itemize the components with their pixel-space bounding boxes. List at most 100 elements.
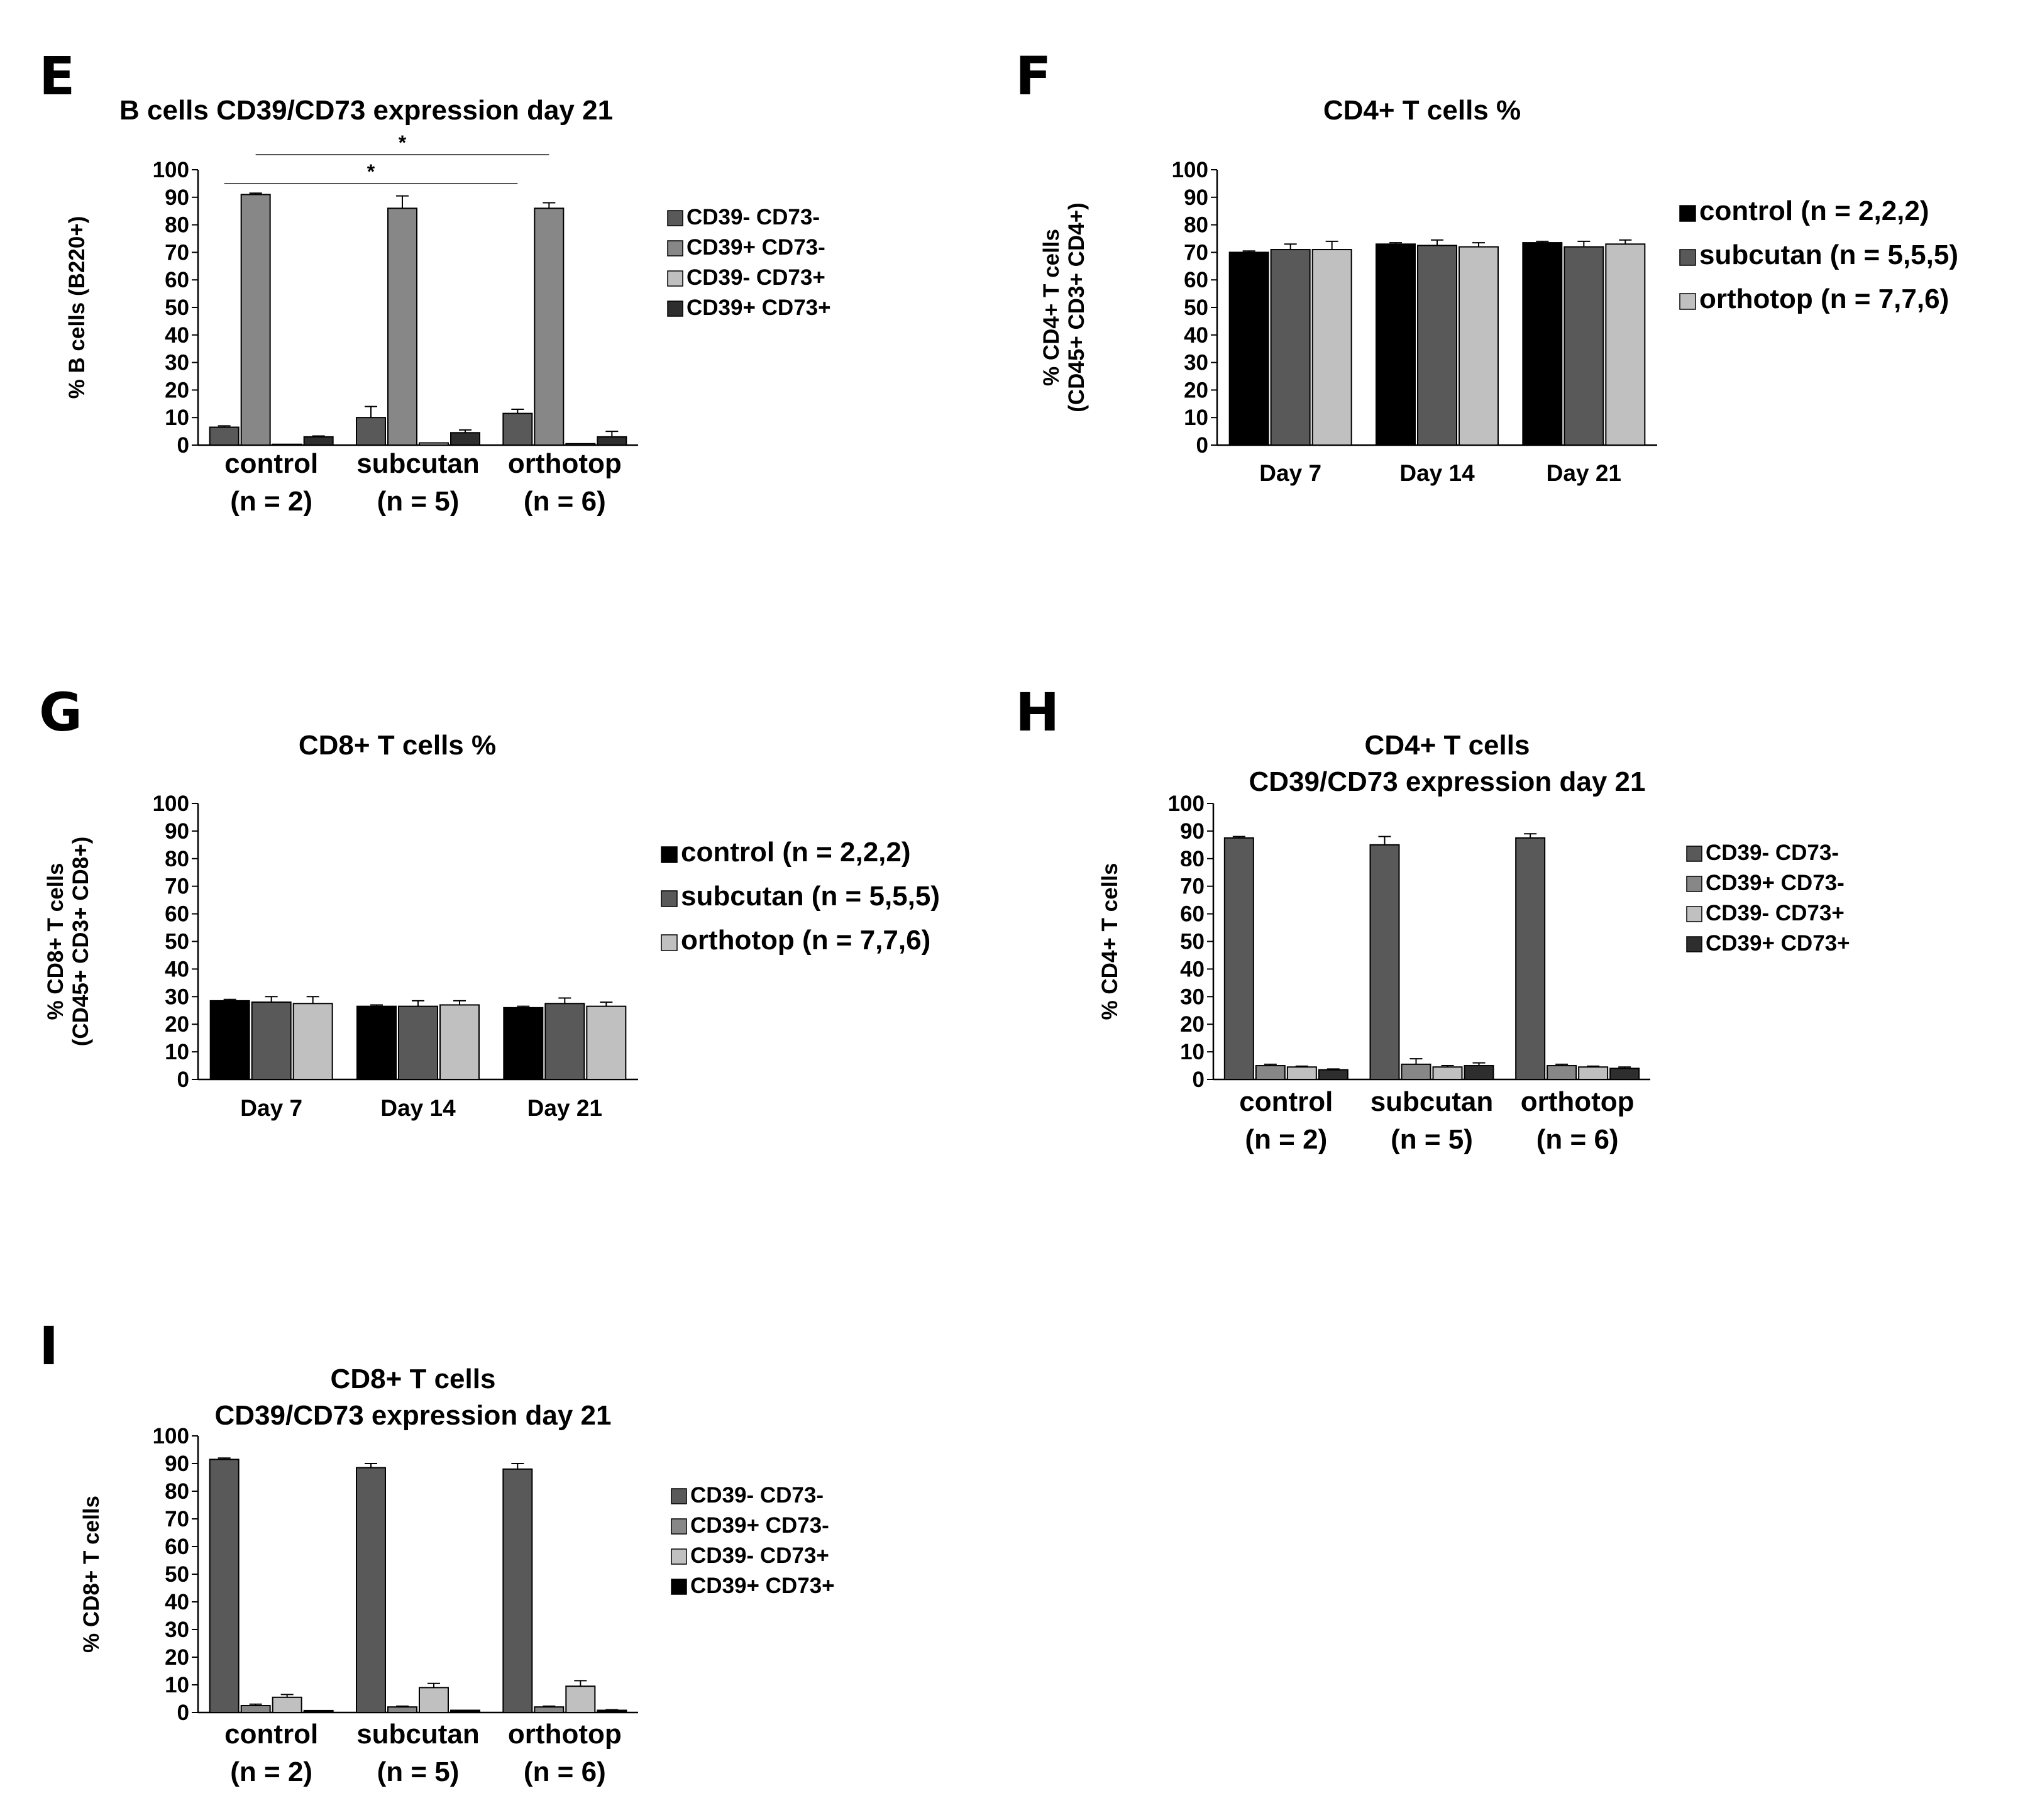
- panel-label: F: [1015, 45, 1051, 107]
- x-tick-label: control: [1239, 1086, 1333, 1117]
- legend: control (n = 2,2,2) subcutan (n = 5,5,5) o…: [1679, 196, 1958, 314]
- legend-swatch: [671, 1488, 687, 1504]
- bar: [398, 1005, 438, 1081]
- y-axis-label: % CD4+ T cells: [1039, 229, 1064, 386]
- legend-label: CD39+ CD73+: [687, 295, 831, 320]
- y-tick-label: 40: [1180, 957, 1205, 981]
- x-tick-label: subcutan: [356, 1719, 480, 1750]
- x-tick-label: (n = 2): [230, 486, 312, 517]
- legend-swatch: [671, 1579, 687, 1595]
- bar: [209, 1000, 250, 1081]
- y-axis-label: % B cells (B220+): [65, 216, 89, 399]
- y-tick-label: 0: [177, 1701, 189, 1725]
- y-axis-label: % CD8+ T cells: [79, 1496, 104, 1653]
- x-tick-label: orthotop: [508, 448, 622, 479]
- bar: [419, 1687, 449, 1713]
- bar: [272, 1696, 302, 1714]
- legend-swatch: [1679, 205, 1696, 222]
- bar: [1286, 1066, 1317, 1080]
- x-tick-label: control: [224, 1719, 318, 1750]
- y-tick-label: 90: [165, 819, 189, 844]
- y-axis-label: % CD4+ T cells: [1098, 863, 1122, 1020]
- bar: [597, 436, 627, 446]
- x-tick-label: (n = 6): [524, 486, 606, 517]
- y-tick-label: 20: [165, 1012, 189, 1037]
- bar: [1563, 246, 1604, 446]
- y-tick-label: 30: [1180, 984, 1205, 1009]
- x-tick-label: subcutan: [356, 448, 480, 479]
- legend-swatch: [671, 1548, 687, 1565]
- bar: [209, 1459, 240, 1713]
- x-tick-label: Day 21: [1547, 460, 1621, 486]
- bar: [450, 432, 480, 446]
- x-tick-label: (n = 5): [1391, 1124, 1473, 1155]
- y-tick-label: 50: [165, 1562, 189, 1587]
- legend-swatch: [667, 301, 683, 317]
- y-tick-label: 90: [165, 1452, 189, 1476]
- y-tick-label: 10: [1180, 1040, 1205, 1064]
- legend-label: CD39- CD73+: [690, 1543, 829, 1568]
- bar: [240, 194, 271, 446]
- panel-e: E B cells CD39/CD73 expression day 21 % B …: [39, 45, 831, 517]
- bar: [1311, 249, 1352, 446]
- bar: [450, 1709, 480, 1713]
- y-tick-label: 40: [165, 1590, 189, 1614]
- y-tick-label: 20: [1184, 378, 1208, 402]
- y-tick-label: 60: [1180, 902, 1205, 927]
- legend-label: orthotop (n = 7,7,6): [681, 925, 930, 956]
- y-tick-label: 10: [165, 1673, 189, 1697]
- legend-label: CD39- CD73-: [687, 205, 820, 229]
- y-tick-label: 100: [1172, 158, 1208, 182]
- bar: [356, 417, 386, 446]
- bar: [303, 1709, 334, 1713]
- bar: [1547, 1065, 1577, 1081]
- y-tick-label: 10: [165, 1040, 189, 1064]
- x-tick-label: Day 7: [240, 1095, 302, 1121]
- x-tick-label: (n = 5): [377, 486, 460, 517]
- legend: CD39- CD73- CD39+ CD73- CD39- CD73+ CD39+ C…: [667, 205, 831, 320]
- chart-title: CD39/CD73 expression day 21: [215, 1400, 612, 1431]
- bar: [1223, 837, 1254, 1080]
- bar: [597, 1709, 627, 1713]
- bar: [503, 1007, 544, 1080]
- legend-swatch: [1686, 876, 1702, 892]
- bar: [1401, 1063, 1431, 1080]
- significance-star: *: [367, 160, 375, 183]
- x-tick-label: (n = 5): [377, 1757, 460, 1787]
- chart-title: CD8+ T cells: [331, 1364, 496, 1394]
- legend: CD39- CD73- CD39+ CD73- CD39- CD73+ CD39+ C…: [1686, 841, 1850, 956]
- x-tick-label: control: [224, 448, 318, 479]
- bar: [1417, 245, 1457, 446]
- bar: [387, 207, 417, 446]
- y-tick-label: 30: [165, 984, 189, 1009]
- y-tick-label: 40: [1184, 323, 1208, 348]
- legend-swatch: [661, 846, 678, 863]
- legend-swatch: [667, 240, 683, 256]
- y-tick-label: 30: [165, 351, 189, 375]
- legend: control (n = 2,2,2) subcutan (n = 5,5,5) o…: [661, 837, 940, 956]
- x-tick-label: orthotop: [1521, 1086, 1635, 1117]
- y-tick-label: 60: [165, 268, 189, 292]
- x-tick-label: (n = 2): [230, 1757, 312, 1787]
- panel-label: I: [39, 1315, 58, 1377]
- legend-label: control (n = 2,2,2): [681, 837, 911, 868]
- bar: [1578, 1066, 1609, 1080]
- legend-swatch: [1686, 906, 1702, 922]
- legend-label: CD39+ CD73+: [1706, 931, 1850, 956]
- y-tick-label: 70: [165, 1507, 189, 1531]
- panel-f: F CD4+ T cells % % CD4+ T cells (CD45+ CD3+…: [1015, 45, 1958, 486]
- bar: [251, 1001, 292, 1080]
- bar: [1228, 251, 1269, 446]
- x-tick-label: Day 21: [527, 1095, 602, 1121]
- y-tick-label: 0: [1193, 1067, 1205, 1092]
- bar: [502, 412, 533, 446]
- y-tick-label: 100: [153, 1424, 189, 1448]
- y-tick-label: 30: [1184, 351, 1208, 375]
- legend-swatch: [661, 890, 678, 907]
- panel-label: H: [1015, 681, 1059, 743]
- panel-g: G CD8+ T cells % % CD8+ T cells (CD45+ CD3+…: [39, 681, 940, 1121]
- x-tick-label: subcutan: [1370, 1086, 1494, 1117]
- y-axis-label: (CD45+ CD3+ CD8+): [69, 837, 93, 1047]
- legend-swatch: [1679, 293, 1696, 310]
- legend-swatch: [667, 270, 683, 287]
